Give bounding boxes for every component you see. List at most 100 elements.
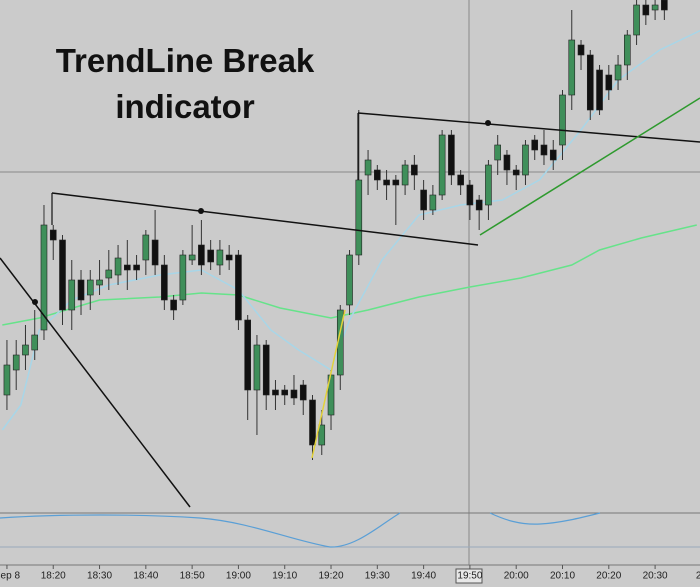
candle-body bbox=[512, 169, 520, 176]
candle-body bbox=[299, 384, 307, 401]
x-tick-label: 20:20 bbox=[596, 571, 621, 582]
candle-body bbox=[624, 34, 631, 66]
candle-body bbox=[383, 179, 390, 186]
candle-body bbox=[457, 174, 464, 186]
x-tick-label: 19:50 bbox=[457, 571, 482, 582]
candle-body bbox=[605, 74, 613, 91]
candle-body bbox=[438, 134, 446, 196]
candle-body bbox=[420, 189, 427, 211]
candle-body bbox=[114, 257, 122, 276]
candle-body bbox=[475, 199, 483, 211]
candle-body bbox=[614, 64, 622, 81]
candle-body bbox=[235, 254, 242, 321]
trendline-point bbox=[32, 299, 38, 305]
candle-body bbox=[207, 249, 214, 263]
candle-body bbox=[577, 44, 585, 56]
candle-body bbox=[568, 39, 576, 96]
candle-body bbox=[448, 134, 455, 176]
trendline bbox=[51, 192, 479, 246]
x-tick-label: 19:10 bbox=[272, 571, 297, 582]
candle-body bbox=[49, 229, 57, 241]
crosshair-label bbox=[455, 568, 483, 584]
candle-body bbox=[142, 234, 150, 261]
candle-body bbox=[170, 299, 177, 311]
candle-body bbox=[253, 344, 261, 391]
candle-body bbox=[411, 164, 418, 176]
candle-body bbox=[179, 254, 187, 301]
x-tick-label: 18:50 bbox=[180, 571, 205, 582]
x-tick-label: 20:10 bbox=[550, 571, 575, 582]
trendline-point bbox=[198, 208, 204, 214]
candle-body bbox=[272, 389, 279, 396]
candle-body bbox=[198, 244, 205, 266]
candle-body bbox=[633, 4, 640, 36]
candle-body bbox=[40, 224, 48, 331]
x-tick-label: 19:40 bbox=[411, 571, 436, 582]
x-tick-label: 20 bbox=[696, 571, 700, 582]
candle-body bbox=[281, 389, 289, 396]
candle-body bbox=[133, 264, 140, 271]
candle-body bbox=[661, 0, 668, 11]
candle-body bbox=[429, 194, 437, 211]
candle-body bbox=[522, 144, 529, 176]
candle-body bbox=[586, 54, 594, 111]
candle-body bbox=[503, 154, 511, 171]
chart-title: TrendLine Break indicator bbox=[55, 42, 315, 125]
trendline bbox=[479, 97, 700, 236]
candle-body bbox=[3, 364, 11, 396]
candle-body bbox=[77, 279, 85, 301]
plot-layer bbox=[1, 0, 700, 460]
candle-body bbox=[86, 279, 94, 296]
candle-body bbox=[188, 254, 196, 261]
candle-body bbox=[124, 264, 131, 271]
x-tick-label: 19:20 bbox=[319, 571, 344, 582]
candle-body bbox=[559, 94, 566, 146]
x-tick-label: 20:00 bbox=[504, 571, 529, 582]
candle-body bbox=[355, 179, 363, 256]
candle-body bbox=[262, 344, 270, 396]
candle-body bbox=[12, 354, 20, 371]
candle-body bbox=[466, 184, 474, 206]
candle-body bbox=[59, 239, 66, 311]
x-tick-label: 18:20 bbox=[41, 571, 66, 582]
candle-body bbox=[31, 334, 39, 351]
candle-body bbox=[96, 279, 103, 286]
candle-body bbox=[540, 144, 548, 156]
trendline bbox=[311, 309, 346, 459]
candle-body bbox=[225, 254, 233, 261]
candle-body bbox=[290, 389, 298, 399]
x-tick-label: 19:00 bbox=[226, 571, 251, 582]
candle-body bbox=[651, 4, 659, 11]
oscillator bbox=[0, 512, 601, 548]
candle-body bbox=[244, 319, 251, 391]
x-tick-label: 20:30 bbox=[643, 571, 668, 582]
candle-body bbox=[105, 269, 113, 279]
candle-body bbox=[642, 4, 650, 16]
candle-body bbox=[151, 239, 159, 266]
candle-body bbox=[68, 279, 76, 311]
candle-body bbox=[22, 344, 29, 356]
x-tick-label: Sep 8 bbox=[0, 571, 20, 582]
candle-body bbox=[374, 169, 381, 181]
candle-body bbox=[392, 179, 400, 186]
candle-body bbox=[161, 264, 168, 301]
candle-body bbox=[309, 399, 316, 446]
candle-body bbox=[596, 69, 603, 111]
trendline bbox=[0, 257, 191, 508]
candle-body bbox=[216, 249, 224, 266]
candle-body bbox=[494, 144, 501, 161]
candle-body bbox=[549, 149, 557, 161]
trendlines bbox=[0, 97, 700, 508]
candle-body bbox=[401, 164, 409, 186]
trendline-point bbox=[485, 120, 491, 126]
candle-body bbox=[318, 424, 326, 446]
trendline bbox=[357, 112, 700, 143]
candle-body bbox=[531, 139, 539, 151]
candle-body bbox=[364, 159, 372, 176]
x-tick-label: 18:30 bbox=[87, 571, 112, 582]
candle-body bbox=[485, 164, 492, 206]
x-tick-label: 19:30 bbox=[365, 571, 390, 582]
candle-body bbox=[346, 254, 353, 306]
